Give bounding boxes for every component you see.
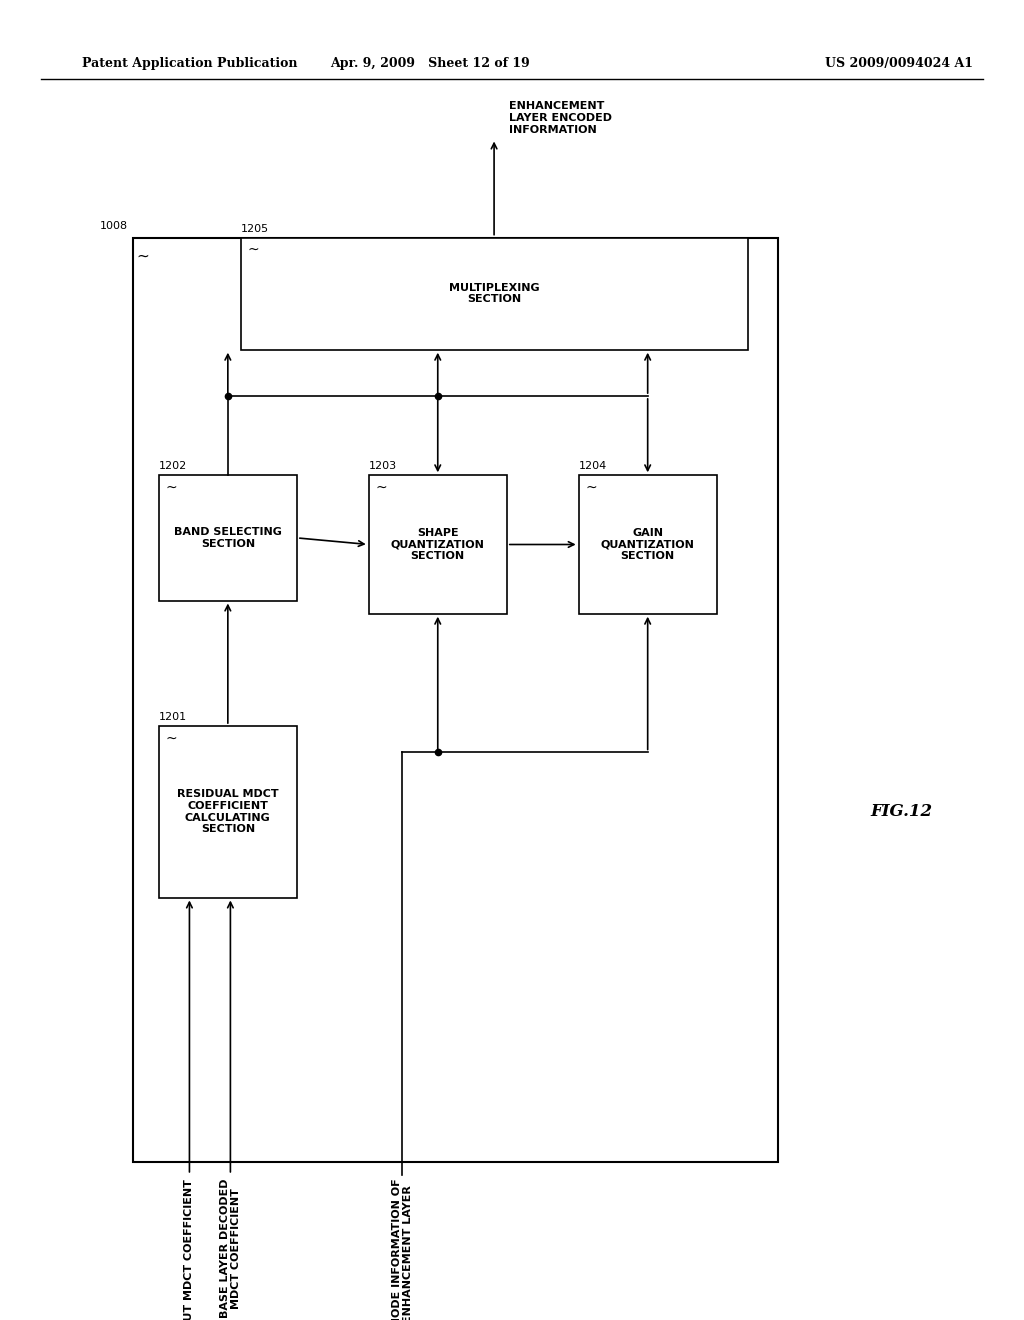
Text: 1205: 1205 [241,223,268,234]
Text: 1202: 1202 [159,461,187,471]
Text: Patent Application Publication: Patent Application Publication [82,57,297,70]
Bar [579,475,717,614]
Text: ~: ~ [248,243,259,257]
Text: MODE INFORMATION OF
ENHANCEMENT LAYER: MODE INFORMATION OF ENHANCEMENT LAYER [391,1179,414,1320]
Text: 1203: 1203 [369,461,396,471]
Text: ~: ~ [136,248,148,263]
Text: ~: ~ [166,731,177,746]
Text: RESIDUAL MDCT
COEFFICIENT
CALCULATING
SECTION: RESIDUAL MDCT COEFFICIENT CALCULATING SE… [177,789,279,834]
Text: BASE LAYER DECODED
MDCT COEFFICIENT: BASE LAYER DECODED MDCT COEFFICIENT [219,1179,242,1319]
Text: 1008: 1008 [100,220,128,231]
Text: INPUT MDCT COEFFICIENT: INPUT MDCT COEFFICIENT [184,1179,195,1320]
Text: FIG.12: FIG.12 [870,804,932,820]
Text: US 2009/0094024 A1: US 2009/0094024 A1 [824,57,973,70]
Text: 1204: 1204 [579,461,607,471]
Text: ENHANCEMENT
LAYER ENCODED
INFORMATION: ENHANCEMENT LAYER ENCODED INFORMATION [510,102,612,135]
Bar [241,238,748,350]
Text: GAIN
QUANTIZATION
SECTION: GAIN QUANTIZATION SECTION [601,528,694,561]
Bar [369,475,507,614]
Text: ~: ~ [586,480,597,495]
Bar [159,475,297,601]
Text: BAND SELECTING
SECTION: BAND SELECTING SECTION [174,527,282,549]
Bar [133,238,778,1162]
Text: ~: ~ [376,480,387,495]
Text: Apr. 9, 2009   Sheet 12 of 19: Apr. 9, 2009 Sheet 12 of 19 [330,57,530,70]
Text: 1201: 1201 [159,711,186,722]
Bar [159,726,297,898]
Text: MULTIPLEXING
SECTION: MULTIPLEXING SECTION [449,282,540,305]
Text: SHAPE
QUANTIZATION
SECTION: SHAPE QUANTIZATION SECTION [391,528,484,561]
Text: ~: ~ [166,480,177,495]
